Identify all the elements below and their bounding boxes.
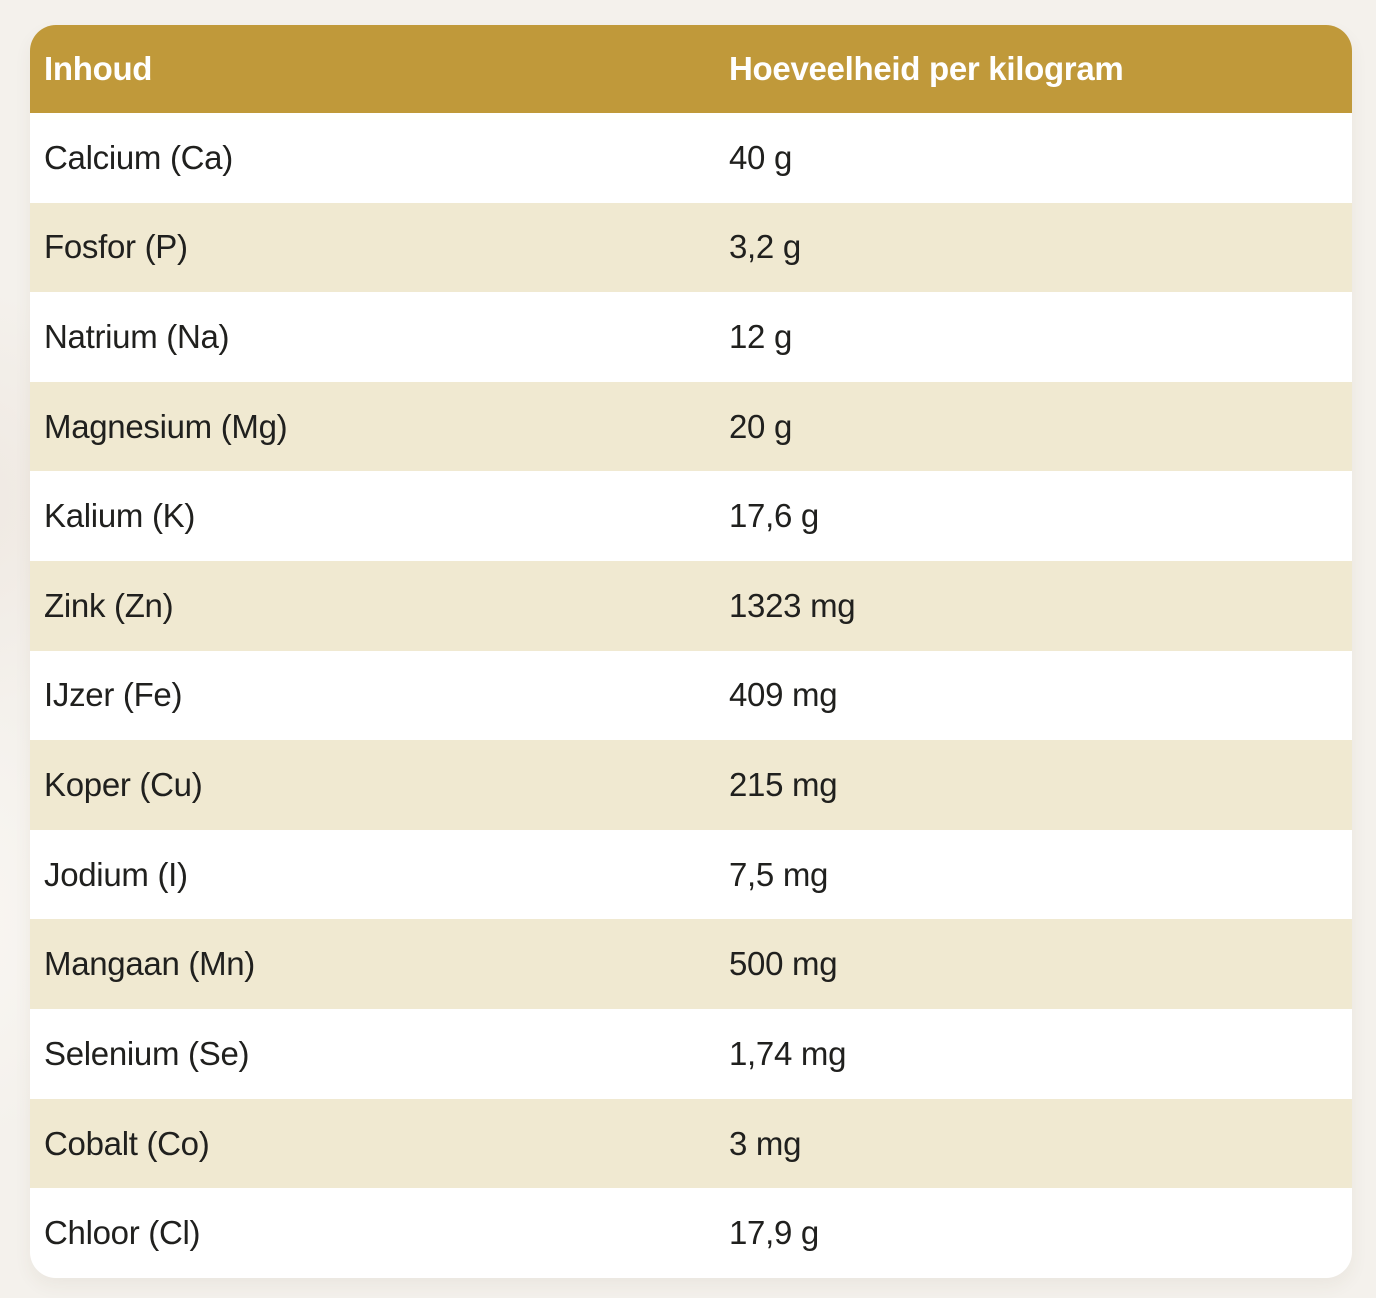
mineral-label: Natrium (Na) <box>44 318 230 356</box>
mineral-value: 20 g <box>729 407 793 445</box>
mineral-value: 3 mg <box>729 1124 802 1162</box>
mineral-value: 500 mg <box>729 945 838 983</box>
mineral-value: 40 g <box>729 138 793 176</box>
table-row: Cobalt (Co) 3 mg <box>30 1098 1352 1189</box>
mineral-label: IJzer (Fe) <box>44 676 183 714</box>
mineral-label: Calcium (Ca) <box>44 138 233 176</box>
mineral-label: Magnesium (Mg) <box>44 407 288 445</box>
mineral-label: Mangaan (Mn) <box>44 945 255 983</box>
mineral-value: 3,2 g <box>729 228 801 266</box>
mineral-label: Zink (Zn) <box>44 586 174 624</box>
table-header-hoeveelheid: Hoeveelheid per kilogram <box>729 50 1124 87</box>
mineral-value: 215 mg <box>729 766 838 804</box>
mineral-label: Chloor (Cl) <box>44 1214 201 1252</box>
table-row: Fosfor (P) 3,2 g <box>30 202 1352 293</box>
table-row: Calcium (Ca) 40 g <box>30 113 1352 203</box>
mineral-value: 7,5 mg <box>729 855 829 893</box>
mineral-value: 1323 mg <box>729 586 856 624</box>
mineral-label: Cobalt (Co) <box>44 1124 210 1162</box>
mineral-label: Fosfor (P) <box>44 228 188 266</box>
table-row: Chloor (Cl) 17,9 g <box>30 1188 1352 1278</box>
table-row: Jodium (I) 7,5 mg <box>30 829 1352 920</box>
table-row: Mangaan (Mn) 500 mg <box>30 919 1352 1010</box>
table-row: IJzer (Fe) 409 mg <box>30 650 1352 741</box>
mineral-label: Jodium (I) <box>44 855 188 893</box>
table-header-row: Inhoud Hoeveelheid per kilogram <box>30 25 1352 113</box>
table-row: Magnesium (Mg) 20 g <box>30 381 1352 472</box>
table-row: Selenium (Se) 1,74 mg <box>30 1009 1352 1099</box>
mineral-label: Selenium (Se) <box>44 1034 250 1072</box>
mineral-value: 1,74 mg <box>729 1034 847 1072</box>
table-row: Kalium (K) 17,6 g <box>30 471 1352 562</box>
mineral-value: 17,9 g <box>729 1214 819 1252</box>
mineral-content-table: Inhoud Hoeveelheid per kilogram Calcium … <box>30 25 1352 1278</box>
mineral-label: Koper (Cu) <box>44 766 203 804</box>
mineral-value: 17,6 g <box>729 497 819 535</box>
table-row: Zink (Zn) 1323 mg <box>30 561 1352 651</box>
mineral-value: 409 mg <box>729 676 838 714</box>
table-row: Natrium (Na) 12 g <box>30 292 1352 382</box>
mineral-label: Kalium (K) <box>44 497 196 535</box>
table-header-inhoud: Inhoud <box>44 50 153 87</box>
table-row: Koper (Cu) 215 mg <box>30 740 1352 830</box>
mineral-value: 12 g <box>729 318 793 356</box>
